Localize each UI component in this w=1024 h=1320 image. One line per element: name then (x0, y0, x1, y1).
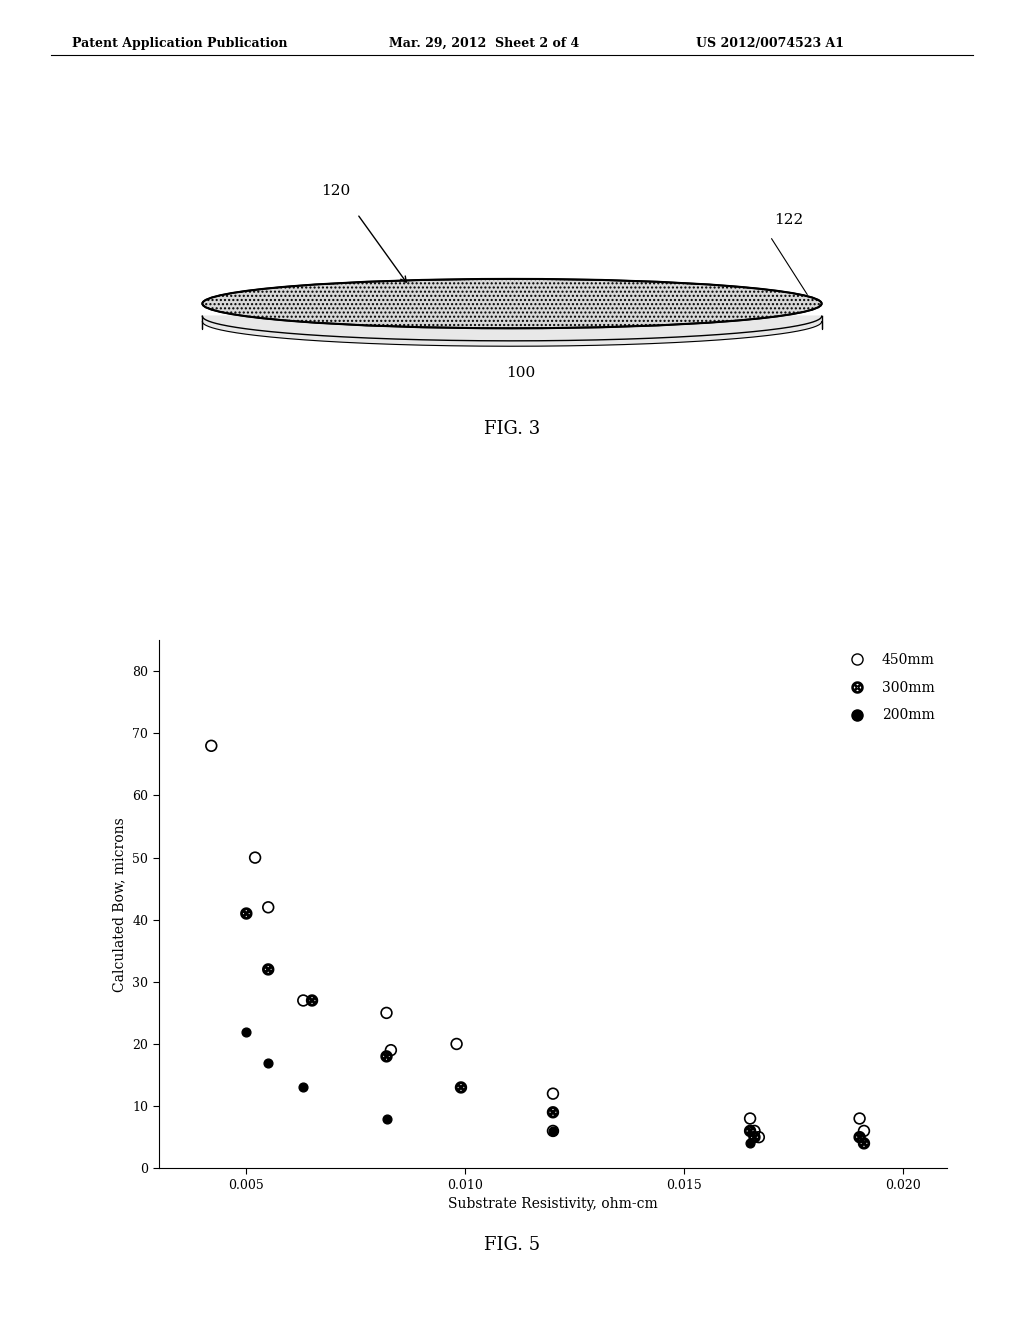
Text: Patent Application Publication: Patent Application Publication (72, 37, 287, 50)
Point (260, 958, 276, 979)
Point (741, 1133, 758, 1154)
Point (260, 1052, 276, 1073)
Text: FIG. 3: FIG. 3 (484, 420, 540, 438)
Ellipse shape (203, 279, 821, 329)
Text: 122: 122 (774, 214, 804, 227)
Point (449, 1034, 465, 1055)
Text: Mar. 29, 2012  Sheet 2 of 4: Mar. 29, 2012 Sheet 2 of 4 (389, 37, 580, 50)
Point (304, 990, 321, 1011)
Point (746, 1126, 763, 1147)
Legend: 450mm, 300mm, 200mm: 450mm, 300mm, 200mm (838, 647, 940, 729)
Point (295, 990, 311, 1011)
Polygon shape (203, 317, 821, 346)
Point (239, 903, 255, 924)
Text: 120: 120 (322, 183, 350, 198)
Point (378, 1045, 394, 1067)
Point (856, 1121, 872, 1142)
Point (751, 1126, 767, 1147)
Point (746, 1121, 763, 1142)
Point (383, 1040, 399, 1061)
Point (203, 735, 219, 756)
Text: FIG. 5: FIG. 5 (484, 1236, 540, 1254)
X-axis label: Substrate Resistivity, ohm-cm: Substrate Resistivity, ohm-cm (449, 1197, 657, 1212)
Point (856, 1133, 872, 1154)
Point (545, 1121, 561, 1142)
Point (851, 1107, 867, 1129)
Point (378, 1002, 394, 1023)
Point (247, 847, 263, 869)
Polygon shape (203, 304, 821, 341)
Text: 100: 100 (506, 367, 536, 380)
Point (378, 1107, 394, 1129)
Point (545, 1102, 561, 1123)
Point (851, 1126, 867, 1147)
Point (453, 1077, 469, 1098)
Text: US 2012/0074523 A1: US 2012/0074523 A1 (696, 37, 845, 50)
Point (260, 896, 276, 917)
Point (545, 1084, 561, 1105)
Point (545, 1121, 561, 1142)
Point (741, 1107, 758, 1129)
Y-axis label: Calculated Bow, microns: Calculated Bow, microns (113, 817, 127, 991)
Point (741, 1121, 758, 1142)
Point (239, 1020, 255, 1041)
Point (295, 1077, 311, 1098)
